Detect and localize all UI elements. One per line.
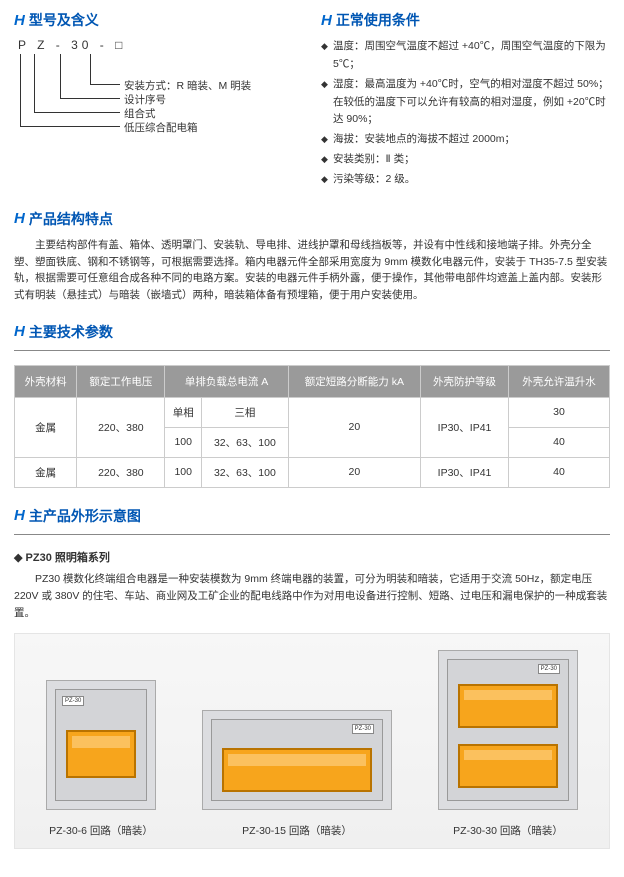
td: IP30、IP41 <box>421 457 509 487</box>
td: 20 <box>288 397 420 457</box>
divider <box>14 534 610 535</box>
td: 金属 <box>15 457 77 487</box>
title-conditions: H 正常使用条件 <box>321 10 610 30</box>
product-2: PZ-30 PZ-30-15 回路（暗装） <box>202 710 392 838</box>
table-row: 金属 220、380 100 32、63、100 20 IP30、IP41 40 <box>15 457 610 487</box>
th: 额定短路分断能力 kA <box>288 365 420 397</box>
td: 金属 <box>15 397 77 457</box>
th: 外壳防护等级 <box>421 365 509 397</box>
cond-item: 温度：周围空气温度不超过 +40℃，周围空气温度的下限为 5℃； <box>321 38 610 74</box>
title-specs-text: 主要技术参数 <box>29 322 113 342</box>
td: 30 <box>509 397 610 427</box>
td: 220、380 <box>77 457 165 487</box>
th: 外壳材料 <box>15 365 77 397</box>
products-paragraph: PZ30 模数化终端组合电器是一种安装模数为 9mm 终端电器的装置，可分为明装… <box>14 571 610 621</box>
spec-table: 外壳材料 额定工作电压 单排负载总电流 A 额定短路分断能力 kA 外壳防护等级… <box>14 365 610 488</box>
cond-item: 湿度：最高温度为 +40℃时，空气的相对湿度不超过 50%；在较低的温度下可以允… <box>321 76 610 130</box>
product-3: PZ-30 PZ-30-30 回路（暗装） <box>438 650 578 838</box>
pz-label: PZ-30 <box>352 724 374 734</box>
td: 32、63、100 <box>202 427 289 457</box>
cond-item: 安装类别：Ⅱ 类； <box>321 151 610 169</box>
title-structure: H 产品结构特点 <box>14 209 610 229</box>
td: 40 <box>509 457 610 487</box>
title-products-text: 主产品外形示意图 <box>29 506 141 526</box>
h-icon: H <box>14 210 25 227</box>
td: 单相 <box>165 397 202 427</box>
td: 40 <box>509 427 610 457</box>
conditions-list: 温度：周围空气温度不超过 +40℃，周围空气温度的下限为 5℃； 湿度：最高温度… <box>321 38 610 189</box>
model-label-3: 组合式 <box>124 106 156 121</box>
product-1: PZ-30 PZ-30-6 回路（暗装） <box>46 680 156 838</box>
product-caption: PZ-30-15 回路（暗装） <box>202 823 392 838</box>
td: 220、380 <box>77 397 165 457</box>
h-icon: H <box>321 12 332 29</box>
sub-heading: PZ30 照明箱系列 <box>14 549 610 565</box>
title-model: H 型号及含义 <box>14 10 303 30</box>
products-row: PZ-30 PZ-30-6 回路（暗装） PZ-30 <box>14 633 610 849</box>
model-code-diagram: P Z - 30 - □ 安装方式：R 暗装、M 明装 设计序号 组合式 低压综… <box>14 38 303 130</box>
model-code: P Z - 30 - □ <box>18 38 126 52</box>
h-icon: H <box>14 12 25 29</box>
th: 外壳允许温升水 <box>509 365 610 397</box>
structure-paragraph: 主要结构部件有盖、箱体、透明罩门、安装轨、导电排、进线护罩和母线挡板等，并设有中… <box>14 237 610 304</box>
product-caption: PZ-30-6 回路（暗装） <box>46 823 156 838</box>
model-label-1: 安装方式：R 暗装、M 明装 <box>124 78 251 93</box>
product-caption: PZ-30-30 回路（暗装） <box>438 823 578 838</box>
td: 100 <box>165 457 202 487</box>
td: 20 <box>288 457 420 487</box>
cond-item: 海拔：安装地点的海拔不超过 2000m； <box>321 131 610 149</box>
td: IP30、IP41 <box>421 397 509 457</box>
table-row: 金属 220、380 单相 三相 20 IP30、IP41 30 <box>15 397 610 427</box>
title-model-text: 型号及含义 <box>29 10 99 30</box>
divider <box>14 350 610 351</box>
pz-label: PZ-30 <box>62 696 84 706</box>
title-specs: H 主要技术参数 <box>14 322 610 342</box>
model-label-2: 设计序号 <box>124 92 166 107</box>
cond-item: 污染等级：2 级。 <box>321 171 610 189</box>
h-icon: H <box>14 507 25 524</box>
td: 32、63、100 <box>202 457 289 487</box>
title-products: H 主产品外形示意图 <box>14 506 610 526</box>
td: 三相 <box>202 397 289 427</box>
th: 额定工作电压 <box>77 365 165 397</box>
model-label-4: 低压综合配电箱 <box>124 120 198 135</box>
title-conditions-text: 正常使用条件 <box>336 10 420 30</box>
title-structure-text: 产品结构特点 <box>29 209 113 229</box>
pz-label: PZ-30 <box>538 664 560 674</box>
th: 单排负载总电流 A <box>165 365 288 397</box>
h-icon: H <box>14 323 25 340</box>
td: 100 <box>165 427 202 457</box>
